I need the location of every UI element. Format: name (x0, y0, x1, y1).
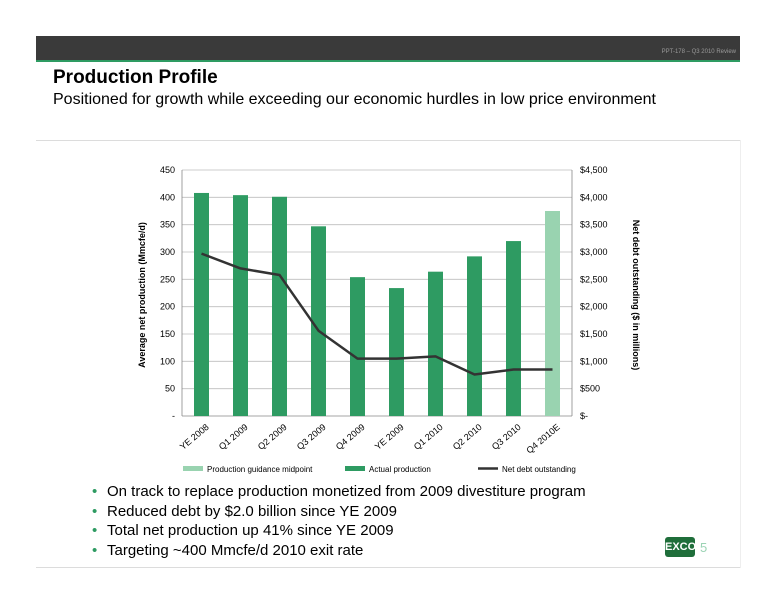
y2-tick-label: $2,000 (580, 302, 608, 312)
y2-tick-label: $1,000 (580, 356, 608, 366)
header-footnote: PPT-178 – Q3 2010 Review (661, 49, 736, 55)
company-logo: EXCO (665, 537, 696, 557)
right-border (740, 140, 741, 568)
y-tick-label: 350 (160, 220, 175, 230)
chart-line (201, 252, 553, 376)
bullet-text: Total net production up 41% since YE 200… (107, 522, 394, 539)
x-tick-label: Q4 2010E (524, 422, 561, 456)
legend-label: Actual production (369, 465, 431, 474)
y-tick-label: 250 (160, 274, 175, 284)
bullet-dot-icon: • (92, 483, 98, 500)
legend-label: Production guidance midpoint (207, 465, 313, 474)
x-tick-label: Q1 2009 (217, 422, 250, 452)
x-tick-label: Q4 2009 (334, 422, 367, 452)
bullet-item: • Targeting ~400 Mmcfe/d 2010 exit rate (92, 541, 586, 561)
header-bar (36, 36, 740, 60)
bullet-list: • On track to replace production monetize… (92, 482, 586, 560)
net-debt-line (201, 252, 553, 376)
legend-swatch (183, 466, 203, 471)
page-number: 5 (700, 540, 708, 555)
y2-tick-label: $500 (580, 384, 600, 394)
bullet-item: • Total net production up 41% since YE 20… (92, 521, 586, 541)
bar (545, 211, 560, 416)
y2-axis-title: Net debt outstanding ($ in millions) (631, 220, 641, 371)
bullet-dot-icon: • (92, 502, 98, 520)
page-subtitle: Positioned for growth while exceeding ou… (53, 91, 656, 108)
x-tick-label: YE 2008 (178, 422, 211, 452)
header-accent-line (36, 60, 740, 62)
y-tick-label: 300 (160, 247, 175, 257)
page-title: Production Profile (53, 67, 218, 88)
y2-tick-label: $3,000 (580, 247, 608, 257)
production-chart: - $- 50 $500 100 $1,000 150 $1,500 200 $2,000 250 $… (137, 165, 641, 474)
bullet-item: • On track to replace production monetize… (92, 482, 586, 502)
y-axis-title: Average net production (Mmcfe/d) (137, 222, 147, 368)
legend-label: Net debt outstanding (502, 465, 576, 474)
bar (233, 195, 248, 416)
bar (194, 192, 209, 416)
x-tick-label: Q3 2010 (490, 422, 523, 452)
y2-tick-label: $3,500 (580, 220, 608, 230)
x-tick-label: Q2 2009 (256, 422, 289, 452)
y-tick-label: - (172, 411, 175, 421)
x-tick-label: Q1 2010 (412, 422, 445, 452)
bottom-separator (36, 567, 740, 568)
x-tick-label: Q2 2010 (451, 422, 484, 452)
bar (428, 271, 443, 416)
bullet-dot-icon: • (92, 541, 98, 559)
bullet-item: • Reduced debt by $2.0 billion since YE 2… (92, 502, 586, 522)
y-tick-label: 100 (160, 356, 175, 366)
x-tick-label: Q3 2009 (295, 422, 328, 452)
bullet-text: Targeting ~400 Mmcfe/d 2010 exit rate (107, 541, 364, 559)
bullet-text: On track to replace production monetized… (107, 483, 586, 500)
top-separator (36, 140, 740, 141)
bar (467, 256, 482, 416)
bar (311, 226, 326, 416)
y-tick-label: 400 (160, 192, 175, 202)
bar (389, 288, 404, 416)
y-tick-label: 200 (160, 302, 175, 312)
y2-tick-label: $2,500 (580, 274, 608, 284)
y-tick-label: 150 (160, 329, 175, 339)
legend-swatch (345, 466, 365, 471)
bar (506, 241, 521, 416)
y2-tick-label: $4,500 (580, 165, 608, 175)
bar (272, 196, 287, 416)
y-tick-label: 450 (160, 165, 175, 175)
chart-bars (194, 192, 560, 416)
bullet-text: Reduced debt by $2.0 billion since YE 20… (107, 502, 397, 520)
bar (350, 277, 365, 416)
x-tick-label: YE 2009 (373, 422, 406, 452)
bullet-dot-icon: • (92, 522, 98, 539)
y2-tick-label: $4,000 (580, 192, 608, 202)
y2-tick-label: $- (580, 411, 588, 421)
y-tick-label: 50 (165, 384, 175, 394)
chart-legend: Production guidance midpoint Actual produ… (183, 465, 576, 474)
y2-tick-label: $1,500 (580, 329, 608, 339)
